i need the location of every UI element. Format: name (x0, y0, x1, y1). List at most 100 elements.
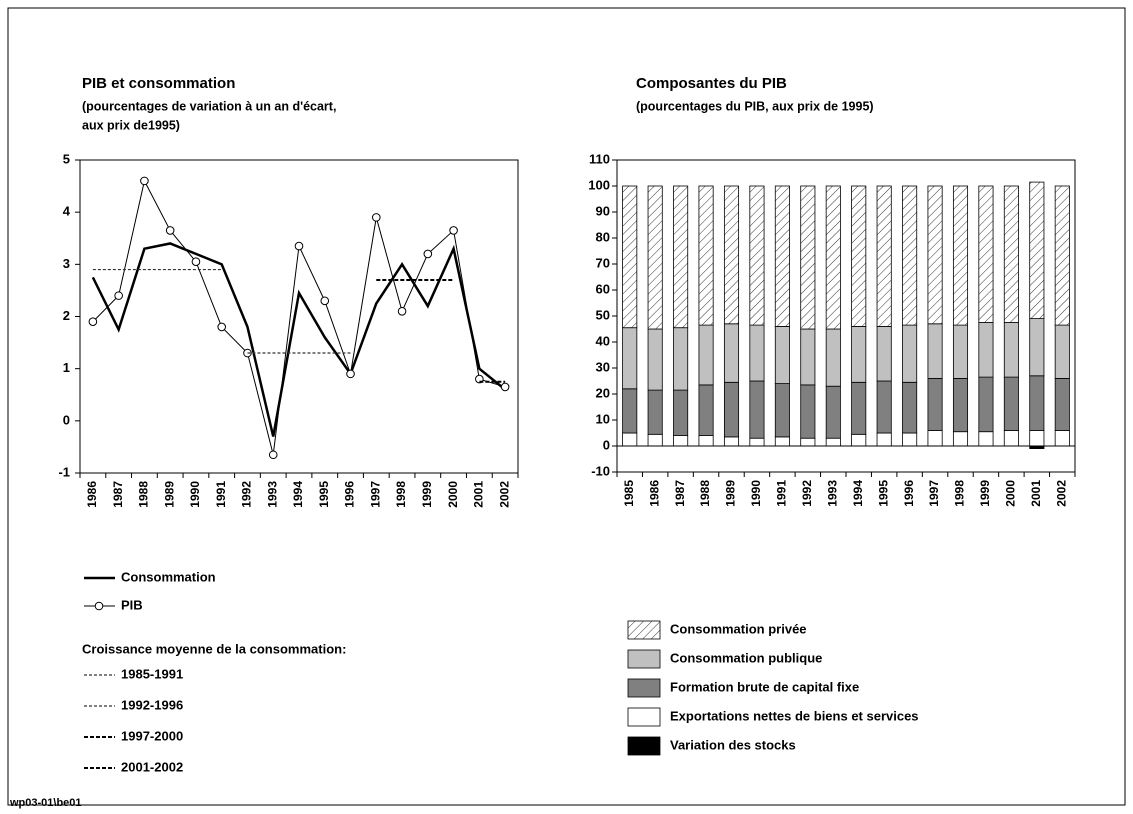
chart-title: PIB et consommation (82, 75, 235, 92)
x-tick-label: 1996 (343, 481, 357, 508)
bar-segment (927, 429, 943, 447)
y-tick-label: 110 (589, 151, 610, 166)
x-tick-label: 1986 (85, 481, 99, 508)
x-tick-label: 1998 (953, 480, 967, 507)
bar-segment (723, 436, 740, 447)
bar-segment (978, 431, 994, 447)
y-tick-label: 0 (603, 437, 610, 452)
y-tick-label: 70 (596, 255, 610, 270)
legend-label: PIB (121, 597, 143, 612)
legend-label: 1992-1996 (121, 697, 183, 712)
bar-segment (876, 325, 892, 382)
y-tick-label: 20 (596, 385, 610, 400)
bar-segment (698, 185, 714, 326)
bar-segment (698, 435, 714, 447)
bar-segment (902, 185, 918, 326)
bar-segment (749, 324, 765, 382)
x-tick-label: 2002 (1054, 480, 1068, 507)
frame (7, 7, 1126, 806)
x-tick-label: 1990 (749, 480, 763, 507)
x-tick-label: 1987 (673, 480, 687, 507)
x-tick-label: 2002 (497, 481, 511, 508)
x-tick-label: 1992 (240, 481, 254, 508)
point (500, 382, 510, 392)
x-tick-label: 1996 (902, 480, 916, 507)
legend-label: 1997-2000 (121, 728, 183, 743)
bar-segment (800, 185, 816, 330)
x-tick-label: 2000 (1004, 480, 1018, 507)
bar-segment (723, 381, 740, 438)
point (371, 213, 381, 222)
bar-segment (902, 324, 918, 383)
bar-segment (978, 376, 994, 433)
bar-segment (952, 185, 969, 326)
chart-subtitle: aux prix de1995) (82, 118, 180, 132)
bar-segment (825, 185, 841, 330)
point (268, 450, 278, 460)
bar-segment (1054, 185, 1070, 326)
bar-segment (774, 436, 790, 447)
x-tick-label: 2000 (446, 481, 460, 508)
bar-segment (673, 435, 689, 447)
bar-segment (800, 384, 816, 439)
legend-swatch (627, 678, 661, 698)
bar-segment (647, 185, 663, 330)
legend-swatch (627, 736, 661, 756)
y-tick-label: 2 (63, 308, 70, 323)
bar-segment (978, 185, 994, 323)
bar-segment (800, 437, 816, 447)
chart-subtitle: (pourcentages du PIB, aux prix de 1995) (636, 99, 874, 113)
point (114, 291, 123, 300)
x-tick-label: 1998 (394, 481, 408, 508)
legend-label: 1985-1991 (121, 666, 183, 681)
bar-segment (622, 432, 638, 447)
bar-segment (876, 432, 892, 447)
bar-segment (825, 328, 841, 387)
bar-segment (952, 377, 969, 433)
y-tick-label: 4 (63, 204, 71, 219)
x-tick-label: 2001 (1029, 480, 1043, 507)
y-tick-label: 80 (596, 229, 610, 244)
x-tick-label: 2001 (472, 481, 486, 508)
bar-segment (902, 432, 918, 447)
y-tick-label: 40 (596, 333, 610, 348)
bar-segment (1054, 429, 1070, 447)
x-tick-label: 1995 (876, 480, 890, 507)
bar-segment (723, 323, 740, 383)
legend-swatch (627, 707, 661, 727)
bar-segment (876, 185, 892, 327)
legend-label: Exportations nettes de biens et services (670, 708, 919, 723)
legend-marker (94, 601, 104, 611)
y-tick-label: 10 (596, 411, 610, 426)
bar-segment (851, 433, 867, 447)
bar-segment (902, 381, 918, 434)
x-tick-label: 1999 (978, 480, 992, 507)
bar-segment (774, 185, 790, 327)
point (88, 317, 98, 327)
chart-title: Composantes du PIB (636, 75, 787, 92)
x-tick-label: 1997 (927, 480, 941, 507)
bar-segment (1029, 318, 1045, 377)
bar-segment (673, 389, 689, 437)
bar-segment (698, 324, 714, 386)
bar-segment (825, 437, 841, 447)
bar-segment (698, 384, 714, 436)
x-tick-label: 1999 (420, 481, 434, 508)
bar-segment (774, 383, 790, 438)
y-tick-label: 30 (596, 359, 610, 374)
x-tick-label: 1992 (800, 480, 814, 507)
bar-segment (927, 377, 943, 431)
bar-segment (978, 322, 994, 378)
legend-label: Formation brute de capital fixe (670, 679, 859, 694)
x-tick-label: 1989 (724, 480, 738, 507)
point (217, 322, 227, 332)
legend-label: Consommation privée (670, 621, 807, 636)
y-tick-label: 90 (596, 203, 610, 218)
bar-segment (1003, 429, 1019, 447)
bar-segment (1003, 185, 1019, 323)
point (191, 257, 201, 267)
series-line (91, 242, 506, 437)
bar-segment (1029, 181, 1045, 320)
bar-segment (673, 327, 689, 391)
bar-segment (1003, 322, 1019, 378)
